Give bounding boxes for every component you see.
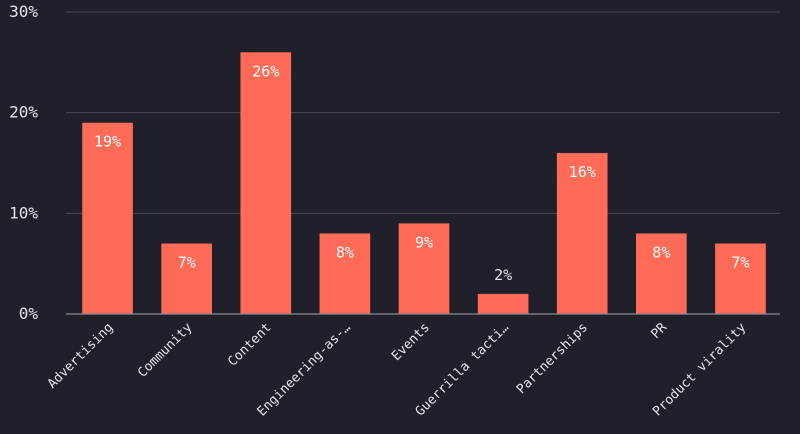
data-labels: 19% 7% 26% 8% 9% 2% 16% 8% 7%	[94, 62, 749, 284]
x-tick-label: Community	[135, 320, 196, 381]
bar	[398, 223, 450, 314]
data-label: 8%	[652, 243, 670, 261]
bars	[82, 52, 766, 315]
data-label: 2%	[494, 266, 512, 284]
bar	[82, 122, 133, 314]
x-tick-label: Content	[225, 320, 274, 369]
x-tick-label: Events	[389, 320, 433, 364]
x-tick-label: Advertising	[45, 320, 116, 391]
y-tick-label: 30%	[9, 2, 38, 21]
data-label: 9%	[415, 233, 433, 251]
bar	[477, 293, 529, 314]
y-tick-label: 10%	[9, 203, 38, 222]
bar	[319, 233, 371, 314]
data-label: 19%	[94, 133, 121, 151]
y-axis-ticks: 0% 10% 20% 30%	[9, 2, 38, 323]
bar	[161, 243, 212, 314]
data-label: 8%	[336, 243, 354, 261]
bar	[240, 52, 292, 315]
data-label: 16%	[569, 163, 596, 181]
gridlines	[66, 11, 780, 214]
data-label: 7%	[178, 254, 196, 272]
y-tick-label: 20%	[9, 103, 38, 122]
data-label: 26%	[252, 62, 279, 80]
bar	[636, 233, 687, 314]
bar	[556, 152, 608, 314]
bar	[715, 243, 766, 314]
y-tick-label: 0%	[19, 304, 39, 323]
x-tick-label: Partnerships	[514, 320, 591, 397]
x-tick-label: PR	[648, 320, 670, 342]
data-label: 7%	[731, 254, 749, 272]
x-axis-ticks: Advertising Community ContentEngineering-a…	[45, 320, 749, 419]
